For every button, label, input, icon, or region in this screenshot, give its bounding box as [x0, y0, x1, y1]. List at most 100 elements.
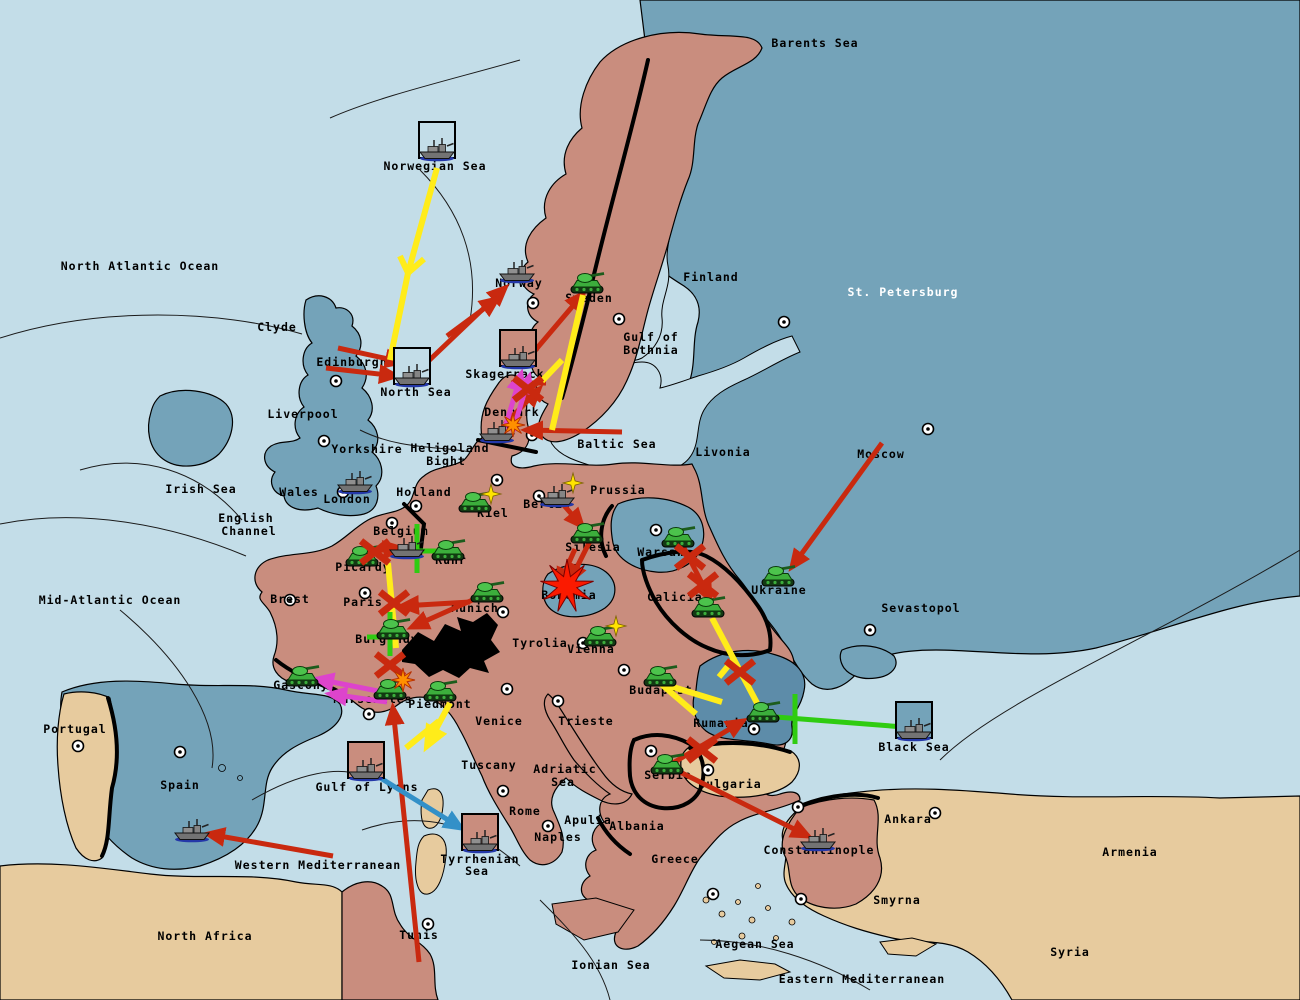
supply-center: [747, 722, 761, 736]
island-sicily[interactable]: [551, 897, 635, 941]
supply-center-dot: [556, 699, 560, 703]
region-label: Eastern Mediterranean: [779, 972, 945, 986]
order-arrow-blue: [372, 771, 467, 832]
supply-center: [551, 694, 565, 708]
region-label: Greece: [651, 852, 699, 866]
order-arrow-yellow: [539, 357, 565, 384]
dislodged-fleet-unit[interactable]: Dislodged fleet in North Sea: [393, 347, 431, 389]
supply-center-dot: [495, 478, 499, 482]
region-label: Tyrolia: [512, 636, 567, 650]
units-layer: Dislodged fleet in Norwegian Sea Dislodge…: [174, 121, 933, 855]
supply-center-dot: [706, 768, 710, 772]
supply-center-dot: [752, 727, 756, 731]
supply-center-dot: [530, 433, 534, 437]
region-label: Western Mediterranean: [235, 858, 401, 872]
region-tunis[interactable]: [341, 881, 439, 1000]
region-label: Ukraine: [751, 583, 806, 597]
dislodged-fleet-unit[interactable]: Dislodged fleet in Skagerrack: [499, 329, 537, 371]
region-label: North Sea: [380, 385, 451, 399]
balearic-islands: [218, 764, 243, 781]
region-ireland[interactable]: [148, 389, 234, 467]
sea-borders: [0, 59, 1300, 1000]
region-label: Venice: [475, 714, 523, 728]
region-north-africa[interactable]: [0, 863, 343, 1000]
region-label: Edinburgh: [316, 355, 387, 369]
order-arrow-red: [325, 364, 402, 385]
region-sevastopol-crimea[interactable]: [839, 645, 897, 680]
region-label: Moscow: [857, 447, 905, 461]
failed-order-x-mark: [377, 589, 411, 617]
dislodged-fleet-unit[interactable]: Dislodged fleet in Black Sea: [895, 701, 933, 743]
clash-burst-icon: [500, 412, 526, 438]
region-scandinavia[interactable]: [520, 31, 763, 443]
region-label: Channel: [221, 524, 276, 538]
region-label: Tyrrhenian: [440, 852, 519, 866]
supply-center: [777, 315, 791, 329]
order-arrow-red: [445, 295, 502, 339]
supply-center: [612, 312, 626, 326]
supply-center-dot: [288, 598, 292, 602]
failed-order-x-mark: [723, 658, 757, 686]
supply-center: [409, 499, 423, 513]
supply-center: [701, 763, 715, 777]
supply-center-dot: [537, 494, 541, 498]
region-label: Syria: [1050, 945, 1090, 959]
sea-baltic[interactable]: [549, 335, 801, 471]
region-label: Armenia: [1102, 845, 1157, 859]
region-label: Albania: [609, 819, 664, 833]
event-star-icon: [479, 482, 503, 506]
supply-center-dot: [617, 317, 621, 321]
event-star-icon: [604, 614, 628, 638]
region-label: Naples: [534, 830, 582, 844]
supply-center: [317, 434, 331, 448]
destroyed-burst-icon: [540, 558, 594, 612]
supply-center-dot: [622, 668, 626, 672]
failed-order-x-mark: [511, 375, 545, 403]
region-label: Portugal: [43, 722, 106, 736]
region-label: Irish Sea: [165, 482, 236, 496]
dislodged-fleet-unit[interactable]: Dislodged fleet in Gulf of Lyons: [347, 741, 385, 783]
region-label: Skagerrack: [465, 367, 544, 381]
event-star-icon: [561, 471, 585, 495]
region-label: Trieste: [558, 714, 613, 728]
x-stroke: [358, 538, 392, 566]
order-arrow-green: [762, 713, 905, 730]
region-label: Tuscany: [461, 758, 516, 772]
order-arrow-red: [384, 702, 422, 963]
region-label: Spain: [160, 778, 200, 792]
region-label: Barents Sea: [771, 36, 858, 50]
supply-center-dot: [505, 687, 509, 691]
region-label: Paris: [343, 595, 383, 609]
order-arrow-yellow: [405, 167, 440, 274]
failed-order-x-mark: [685, 736, 719, 764]
order-arrow-yellow: [404, 718, 441, 751]
supply-center: [490, 473, 504, 487]
region-label: Smyrna: [873, 893, 921, 907]
region-label: Gulf of: [623, 330, 678, 344]
region-anatolia[interactable]: [781, 788, 1300, 1000]
dislodged-fleet-unit[interactable]: Dislodged fleet in Norwegian Sea: [418, 121, 456, 163]
order-arrow-yellow: [397, 254, 411, 275]
region-label: Rome: [509, 804, 541, 818]
order-arrow-yellow: [406, 256, 426, 276]
supply-center: [541, 819, 555, 833]
region-label: Bight: [426, 454, 466, 468]
region-label: Sevastopol: [881, 601, 960, 615]
supply-center-dot: [501, 610, 505, 614]
supply-center-dot: [654, 528, 658, 532]
region-label: London: [323, 492, 371, 506]
supply-center: [283, 593, 297, 607]
supply-center-dot: [363, 591, 367, 595]
supply-center-dot: [367, 712, 371, 716]
supply-center: [173, 745, 187, 759]
supply-center-dot: [868, 628, 872, 632]
supply-center-dot: [76, 744, 80, 748]
supply-center-dot: [414, 504, 418, 508]
dislodged-fleet-unit[interactable]: Dislodged fleet in Tyrrhenian Sea: [461, 813, 499, 855]
order-arrow-red: [788, 441, 885, 572]
supply-center: [358, 586, 372, 600]
region-switzerland-impassable: [402, 613, 500, 678]
island-crete: [704, 959, 792, 981]
region-label: Warsaw: [637, 545, 685, 559]
failed-order-x-mark: [673, 543, 707, 571]
